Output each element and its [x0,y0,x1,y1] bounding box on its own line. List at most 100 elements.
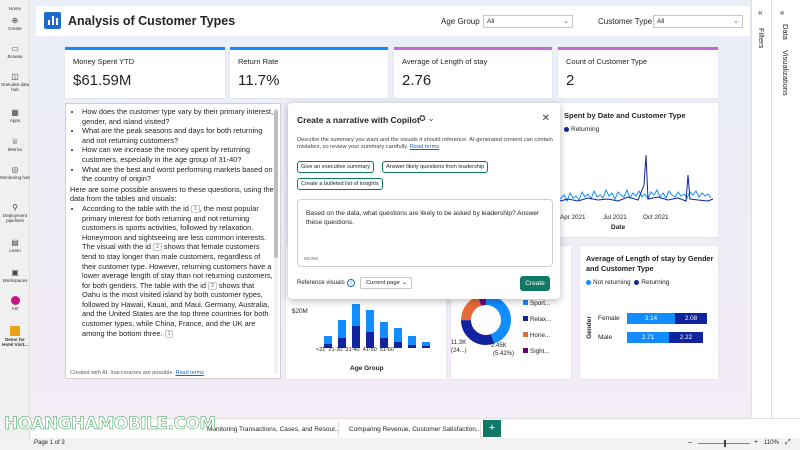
report-icon [10,326,20,336]
chip-bulleted-insights[interactable]: Create a bulleted list of insights [297,178,383,190]
trophy-icon: ♕ [11,137,19,146]
citation-badge[interactable]: 1 [164,329,174,338]
nav-demo-report[interactable]: Demo for Hotel Visit... [0,326,30,347]
donut-chart [461,295,511,345]
data-pane-label[interactable]: Data [781,24,790,40]
read-terms-link[interactable]: Read terms [409,144,440,151]
reference-visuals-select[interactable]: Current page ⌄ [360,277,412,289]
page-tabs-bar: Monitoring Transactions, Cases, and Reso… [31,418,800,438]
kpi-label: Money Spent YTD [73,57,135,66]
home-icon [10,0,20,5]
bar-female-not-returning[interactable]: 3.14 [627,313,675,324]
bar-male-returning[interactable]: 2.22 [669,332,703,343]
scrollbar-thumb[interactable] [274,110,278,258]
bar-male-not-returning[interactable]: 2.71 [627,332,669,343]
customer-type-label: Customer Type [598,17,653,26]
close-icon[interactable]: ✕ [541,113,550,124]
zoom-slider-thumb[interactable] [724,440,726,447]
ai2-icon [10,296,20,305]
nav-apps[interactable]: ▦ Apps [9,108,21,123]
tab-comparing-revenue[interactable]: Comparing Revenue, Customer Satisfaction… [341,421,481,438]
chevron-down-icon: ⌄ [733,18,739,25]
line-chart-title: Spent by Date and Customer Type [564,111,686,120]
kpi-value: $61.59M [73,72,132,89]
line-chart-plot [559,154,714,203]
kpi-value: 2 [566,72,575,89]
nav-metrics[interactable]: ♕ Metrics [7,137,23,152]
nav-create[interactable]: ⊕ Create [8,16,22,31]
age-group-label: Age Group [441,17,480,26]
create-button[interactable]: Create [520,276,550,291]
zoom-out-icon[interactable]: – [688,439,692,446]
y-axis-label: Gender [585,316,593,339]
kpi-money-spent[interactable]: Money Spent YTD $61.59M [65,47,225,98]
nav-browse[interactable]: ▭ Browse [7,44,23,59]
citation-badge[interactable]: 3 [208,281,217,290]
fit-page-icon[interactable]: ⤢ [785,439,791,446]
zoom-in-icon[interactable]: + [754,439,759,446]
gender-chart-card[interactable]: Average of Length of stay by Gender and … [580,246,718,379]
chevron-down-icon: ⌄ [401,280,407,286]
copilot-narrative-dialog: Create a narrative with Copilot ✪ ⌄ ✕ De… [288,103,560,299]
copilot-icon[interactable]: ✪ ⌄ [419,114,435,123]
narrative-visual[interactable]: How does the customer type vary by their… [65,103,281,379]
monitor-icon: ◎ [11,165,19,174]
prompt-input[interactable]: Based on the data, what questions are li… [297,199,553,267]
workspaces-icon: ▣ [11,268,19,277]
collapse-chevron-icon[interactable]: « [780,8,785,17]
collapse-chevron-icon[interactable]: « [758,8,763,17]
char-count: 95/300 [304,256,319,261]
tab-monitoring[interactable]: Monitoring Transactions, Cases, and Reso… [199,421,339,438]
report-logo-icon [44,12,61,29]
filters-pane-label: Filters [757,28,766,49]
kpi-label: Average of Length of stay [402,57,488,66]
page-title: Analysis of Customer Types [68,14,236,28]
donut-legend: Sport... Relax... Hone... Sight... [523,296,551,360]
kpi-length-of-stay[interactable]: Average of Length of stay 2.76 [394,47,552,98]
kpi-count-customer-type[interactable]: Count of Customer Type 2 [558,47,718,98]
nav-workspaces[interactable]: ▣ Workspaces [2,268,28,283]
kpi-value: 2.76 [402,72,432,89]
row-label: Male [598,334,613,341]
data-visualizations-pane[interactable]: « Data Visualizations [771,0,800,418]
x-tick: Apr 2021 [560,214,586,221]
gender-chart-legend: Not returning Returning [586,279,669,286]
x-tick: Oct 2021 [643,214,669,221]
citation-badge[interactable]: 1 [190,204,200,213]
bar-x-ticks: <21 21-30 31-40 41-50 51-60 [316,347,394,353]
list-item: How does the customer type vary by their… [82,107,274,126]
folder-icon: ▭ [11,44,19,53]
add-page-button[interactable]: + [483,420,501,437]
narrative-text: How does the customer type vary by their… [66,104,280,338]
customer-type-slicer[interactable]: All ⌄ [653,15,743,28]
kpi-value: 11.7% [238,72,280,89]
plus-icon: ⊕ [11,16,19,25]
site-watermark-logo: HOANGHAMOBILE.COM [4,414,217,435]
list-item: How can we increase the money spent by r… [82,145,274,164]
citation-badge[interactable]: 2 [153,243,162,252]
pipeline-icon: ⚲ [12,203,18,212]
info-icon[interactable]: i [347,279,355,287]
page-indicator: Page 1 of 3 [34,440,65,446]
chip-answer-questions[interactable]: Answer likely questions from leadership [382,161,489,173]
left-navigation: Home ⊕ Create ▭ Browse ◫ OneLake data hub ▦… [0,0,30,450]
nav-home[interactable]: Home [0,0,30,11]
age-group-slicer[interactable]: All ⌄ [483,15,573,28]
kpi-return-rate[interactable]: Return Rate 11.7% [230,47,388,98]
kpi-label: Count of Customer Type [566,57,648,66]
legend-dot-icon [564,126,569,132]
donut-label: 2.45K [491,343,507,349]
nav-onelake[interactable]: ◫ OneLake data hub [0,72,30,92]
line-chart-card[interactable]: Spent by Date and Customer Type Returnin… [558,103,718,237]
read-terms-link[interactable]: Read terms [175,370,204,376]
nav-learn[interactable]: ▤ Learn [9,238,21,253]
filters-pane[interactable]: « Filters [751,0,771,418]
nav-monitoring[interactable]: ◎ Monitoring hub [0,165,30,180]
x-axis-label: Age Group [350,365,384,372]
nav-ai2[interactable]: AI2 [0,296,30,311]
nav-deployment[interactable]: ⚲ Deployment pipelines [2,203,27,223]
visualizations-pane-label[interactable]: Visualizations [781,50,790,96]
chip-executive-summary[interactable]: Give an executive summary [297,161,375,173]
bar-female-returning[interactable]: 2.08 [675,313,707,324]
list-item: According to the table with the id 1, th… [82,204,274,338]
